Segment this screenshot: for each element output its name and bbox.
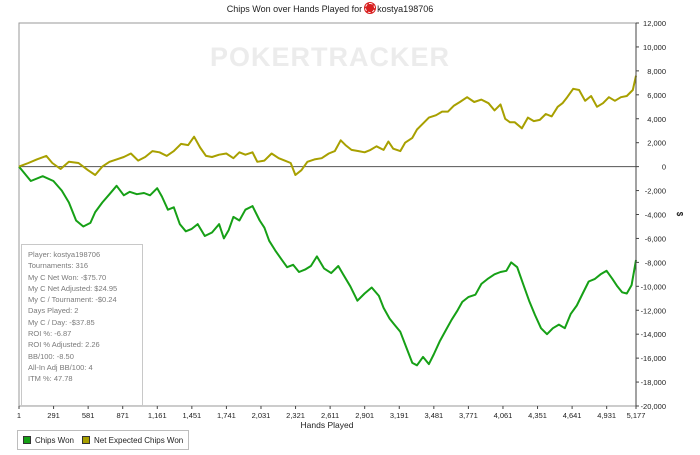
y-tick-label: -8,000 (645, 258, 666, 267)
x-tick-label: 5,177 (627, 411, 646, 420)
y-tick-label: 0 (662, 163, 666, 172)
x-tick-label: 871 (116, 411, 129, 420)
y-tick-label: -14,000 (641, 330, 666, 339)
stats-line: Tournaments: 316 (28, 261, 89, 271)
stats-line: BB/100: -8.50 (28, 351, 74, 361)
y-tick-label: 2,000 (647, 139, 666, 148)
x-tick-label: 2,901 (355, 411, 374, 420)
x-tick-label: 3,771 (459, 411, 478, 420)
stats-line: My C Net Won: -$75.70 (28, 272, 107, 282)
stats-box: Player: kostya198706 Tournaments: 316 My… (21, 244, 143, 406)
y-tick-label: -4,000 (645, 211, 666, 220)
x-tick-label: 4,061 (494, 411, 513, 420)
y-tick-label: -10,000 (641, 282, 666, 291)
chart-title-player: kostya198706 (377, 4, 434, 14)
x-tick-label: 1 (17, 411, 21, 420)
x-axis-label: Hands Played (301, 420, 354, 430)
stats-line: Days Played: 2 (28, 306, 79, 316)
series-layer (18, 75, 637, 367)
chart-title: Chips Won over Hands Played for kostya198… (0, 3, 660, 14)
y-tick-label: 8,000 (647, 67, 666, 76)
x-tick-label: 4,931 (597, 411, 616, 420)
chart-title-text: Chips Won over Hands Played for (226, 4, 363, 14)
legend: Chips Won Net Expected Chips Won (17, 430, 190, 450)
y-tick-label: -20,000 (641, 402, 666, 411)
x-tick-label: 4,641 (563, 411, 582, 420)
x-tick-label: 1,741 (217, 411, 236, 420)
legend-swatch-net-expected (81, 436, 90, 444)
x-tick-label: 4,351 (528, 411, 547, 420)
legend-item-net-expected[interactable]: Net Expected Chips Won (81, 435, 184, 445)
x-tick-label: 2,321 (286, 411, 305, 420)
x-tick-label: 1,161 (148, 411, 167, 420)
poker-chip-icon (365, 3, 376, 13)
stats-list: Player: kostya198706 Tournaments: 316 My… (22, 245, 142, 385)
x-axis: 1 291 581 871 1,161 1,451 1,741 2,031 2,321 2,611… (17, 406, 645, 420)
x-tick-label: 2,611 (321, 411, 339, 420)
y-tick-label: -16,000 (641, 354, 666, 363)
y-tick-label: -12,000 (641, 306, 666, 315)
x-tick-label: 3,191 (390, 411, 409, 420)
legend-item-chips-won[interactable]: Chips Won (23, 436, 74, 445)
watermark-text: POKERTRACKER (210, 42, 450, 72)
series-line-chips-won (18, 165, 637, 367)
y-tick-label: -2,000 (645, 187, 666, 196)
stats-line: My C / Day: -$37.85 (28, 317, 95, 327)
x-tick-label: 291 (47, 411, 60, 420)
legend-label: Net Expected Chips Won (93, 435, 184, 445)
stats-line: ROI %: -6.87 (28, 329, 72, 339)
stats-line: All-In Adj BB/100: 4 (28, 362, 93, 372)
y-tick-label: 10,000 (643, 43, 666, 52)
stats-line: Player: kostya198706 (28, 250, 101, 259)
x-tick-label: 2,031 (252, 411, 271, 420)
stats-line: My C / Tournament: -$0.24 (28, 295, 117, 305)
y-tick-label: -18,000 (641, 378, 666, 387)
stats-line: My C Net Adjusted: $24.95 (28, 283, 118, 293)
series-line-net-expected-chips-won (18, 75, 637, 176)
y-tick-label: -6,000 (645, 234, 666, 243)
y-tick-label: 6,000 (647, 91, 666, 100)
y-axis: 12,000 10,000 8,000 6,000 4,000 2,000 0 -2,000 -… (635, 19, 666, 411)
stats-line: ITM %: 47.78 (28, 374, 73, 384)
y-axis-label: $ (675, 212, 684, 217)
legend-swatch-chips-won (23, 436, 31, 444)
x-tick-label: 1,451 (182, 411, 201, 420)
x-tick-label: 581 (82, 411, 95, 420)
stats-line: ROI % Adjusted: 2.26 (28, 340, 100, 350)
y-tick-label: 4,000 (647, 115, 666, 124)
y-tick-label: 12,000 (643, 19, 666, 28)
x-tick-label: 3,481 (424, 411, 443, 420)
legend-label: Chips Won (35, 435, 74, 445)
